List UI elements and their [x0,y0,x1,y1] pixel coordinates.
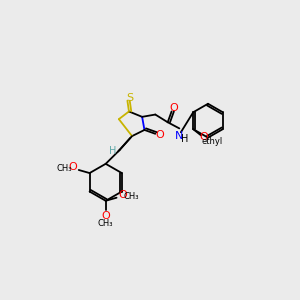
Text: N: N [175,131,184,141]
Text: S: S [126,93,133,103]
Text: O: O [200,132,208,142]
Text: O: O [118,190,127,200]
Text: O: O [68,162,77,172]
Text: O: O [169,103,178,113]
Text: O: O [156,130,164,140]
Text: ethyl: ethyl [201,137,223,146]
Text: H: H [181,134,188,144]
Text: O: O [101,211,110,221]
Text: CH₃: CH₃ [124,192,139,201]
Text: H: H [109,146,116,157]
Text: CH₃: CH₃ [98,219,113,228]
Text: CH₃: CH₃ [56,164,72,173]
